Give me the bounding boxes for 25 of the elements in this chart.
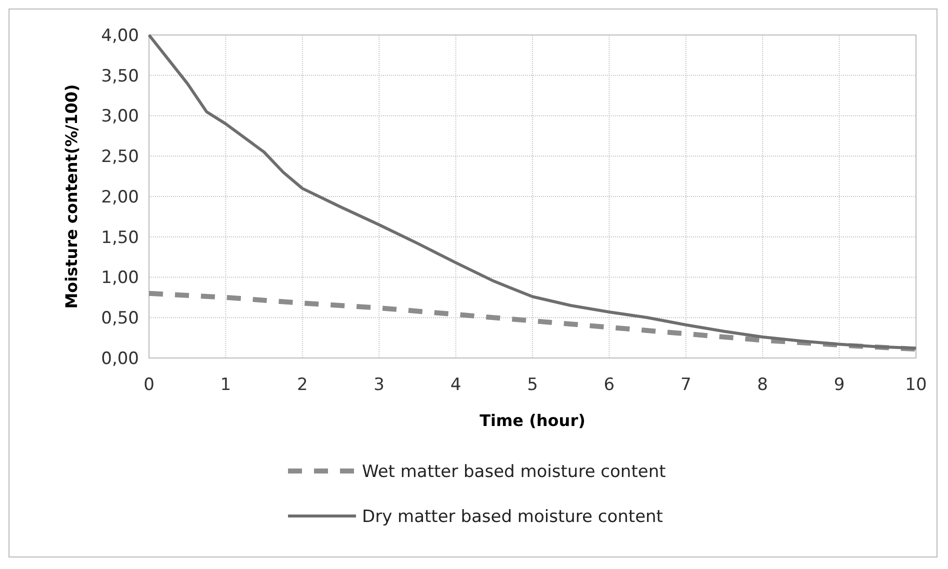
y-tick-label: 1,00 xyxy=(101,268,139,288)
legend-label: Wet matter based moisture content xyxy=(362,462,666,482)
line-series xyxy=(148,34,918,350)
y-tick-label: 3,00 xyxy=(101,106,139,127)
x-tick-label: 7 xyxy=(680,375,692,395)
x-tick-label: 8 xyxy=(757,375,768,395)
x-tick-label: 4 xyxy=(450,375,462,395)
x-tick-label: 9 xyxy=(834,375,845,395)
y-tick-label: 0,00 xyxy=(101,348,139,369)
x-tick-label: 2 xyxy=(296,375,308,395)
y-tick-label: 2,00 xyxy=(101,187,139,208)
x-tick-label: 6 xyxy=(604,375,615,395)
legend-label: Dry matter based moisture content xyxy=(362,506,664,527)
x-tick-label: 1 xyxy=(220,375,232,395)
x-axis-title: Time (hour) xyxy=(480,411,586,430)
y-tick-label: 3,50 xyxy=(101,66,139,86)
y-tick-label: 1,50 xyxy=(101,228,139,248)
x-tick-label: 10 xyxy=(905,375,927,395)
x-tick-label: 0 xyxy=(144,375,154,395)
y-axis-title: Moisture content(%/100) xyxy=(62,84,81,309)
x-tick-label: 5 xyxy=(527,375,538,395)
x-tick-label: 3 xyxy=(374,375,385,395)
y-tick-label: 2,50 xyxy=(101,147,139,168)
y-tick-label: 4,00 xyxy=(101,26,139,46)
y-tick-label: 0,50 xyxy=(101,308,139,329)
